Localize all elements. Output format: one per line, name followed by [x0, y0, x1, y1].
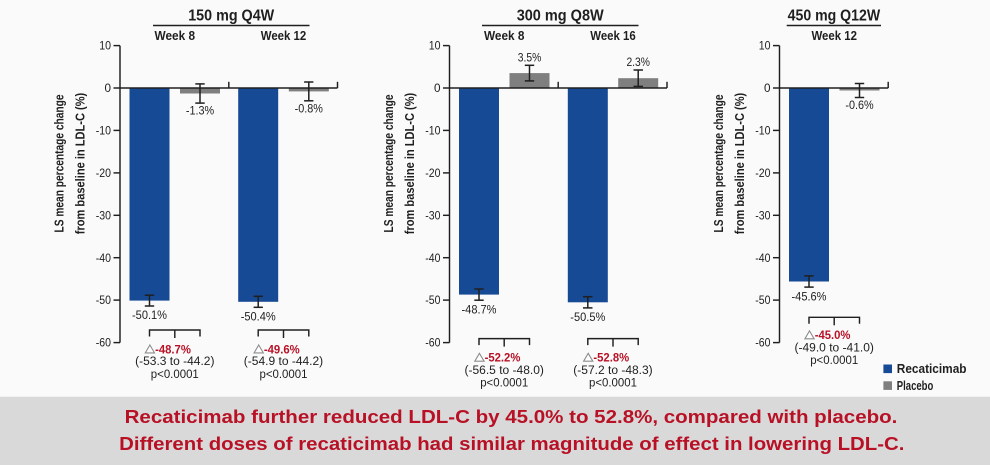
- svg-text:0: 0: [764, 82, 771, 95]
- svg-text:-60: -60: [755, 337, 771, 350]
- svg-text:-45.0%: -45.0%: [815, 328, 851, 342]
- svg-text:-60: -60: [96, 337, 112, 350]
- svg-text:10: 10: [759, 40, 771, 53]
- svg-text:-20: -20: [96, 167, 112, 180]
- svg-text:LS mean percentage change: LS mean percentage change: [53, 95, 67, 233]
- svg-text:-50: -50: [425, 294, 441, 307]
- svg-text:-10: -10: [96, 125, 112, 138]
- svg-text:p<0.0001: p<0.0001: [480, 375, 528, 389]
- svg-text:-20: -20: [755, 167, 771, 180]
- svg-text:-20: -20: [425, 167, 441, 180]
- svg-text:-50.5%: -50.5%: [570, 310, 605, 324]
- svg-text:-30: -30: [425, 209, 441, 222]
- svg-text:p<0.0001: p<0.0001: [810, 353, 858, 367]
- svg-text:LS mean percentage change: LS mean percentage change: [382, 95, 396, 233]
- svg-text:10: 10: [429, 40, 441, 53]
- svg-text:Recaticimab further reduced LD: Recaticimab further reduced LDL-C by 45.…: [125, 407, 898, 427]
- svg-text:-40: -40: [755, 252, 771, 265]
- svg-text:(-54.9 to -44.2): (-54.9 to -44.2): [244, 354, 323, 368]
- svg-text:300 mg Q8W: 300 mg Q8W: [517, 7, 604, 24]
- svg-text:Week 12: Week 12: [811, 28, 857, 43]
- svg-text:(-49.0 to -41.0): (-49.0 to -41.0): [795, 341, 874, 355]
- svg-text:-50: -50: [96, 294, 112, 307]
- svg-text:450 mg Q12W: 450 mg Q12W: [788, 7, 881, 24]
- svg-text:150 mg Q4W: 150 mg Q4W: [188, 7, 274, 24]
- svg-text:from baseline in LDL-C (%): from baseline in LDL-C (%): [74, 93, 88, 235]
- svg-text:-30: -30: [96, 209, 112, 222]
- svg-text:-50: -50: [755, 294, 771, 307]
- svg-text:Different doses of recaticimab: Different doses of recaticimab had simil…: [119, 434, 904, 454]
- svg-text:-52.8%: -52.8%: [593, 351, 629, 365]
- svg-text:-48.7%: -48.7%: [155, 342, 191, 356]
- svg-text:10: 10: [99, 40, 111, 53]
- svg-text:(-56.5 to -48.0): (-56.5 to -48.0): [465, 363, 544, 377]
- svg-text:-1.3%: -1.3%: [186, 104, 215, 118]
- svg-text:-49.6%: -49.6%: [264, 342, 300, 356]
- svg-text:(-53.3 to -44.2): (-53.3 to -44.2): [135, 354, 214, 368]
- svg-text:Week 8: Week 8: [484, 28, 525, 43]
- svg-text:0: 0: [104, 82, 111, 95]
- svg-text:-48.7%: -48.7%: [462, 302, 497, 316]
- svg-text:-10: -10: [425, 125, 441, 138]
- svg-text:-0.8%: -0.8%: [295, 101, 324, 115]
- svg-text:from baseline in LDL-C (%): from baseline in LDL-C (%): [733, 93, 747, 235]
- svg-text:p<0.0001: p<0.0001: [589, 375, 637, 389]
- svg-text:-40: -40: [96, 252, 112, 265]
- svg-text:3.5%: 3.5%: [518, 50, 542, 64]
- svg-text:-40: -40: [425, 252, 441, 265]
- svg-text:-0.6%: -0.6%: [845, 98, 874, 112]
- svg-text:2.3%: 2.3%: [626, 55, 650, 69]
- svg-text:Week 12: Week 12: [261, 28, 307, 43]
- svg-text:from baseline in LDL-C (%): from baseline in LDL-C (%): [403, 93, 417, 235]
- svg-text:Recaticimab: Recaticimab: [897, 361, 967, 376]
- svg-text:p<0.0001: p<0.0001: [151, 367, 199, 381]
- svg-text:-45.6%: -45.6%: [792, 289, 827, 303]
- svg-text:0: 0: [434, 82, 441, 95]
- svg-text:Week 8: Week 8: [155, 28, 196, 43]
- svg-text:-10: -10: [755, 125, 771, 138]
- svg-text:Placebo: Placebo: [897, 378, 934, 393]
- svg-text:p<0.0001: p<0.0001: [260, 367, 308, 381]
- svg-text:LS mean percentage change: LS mean percentage change: [712, 95, 726, 233]
- svg-text:-60: -60: [425, 337, 441, 350]
- svg-text:-52.2%: -52.2%: [485, 351, 521, 365]
- svg-text:(-57.2 to -48.3): (-57.2 to -48.3): [573, 363, 652, 377]
- svg-text:-50.1%: -50.1%: [132, 308, 167, 322]
- svg-text:Week 16: Week 16: [590, 28, 636, 43]
- svg-text:-30: -30: [755, 209, 771, 222]
- svg-text:-50.4%: -50.4%: [241, 310, 276, 324]
